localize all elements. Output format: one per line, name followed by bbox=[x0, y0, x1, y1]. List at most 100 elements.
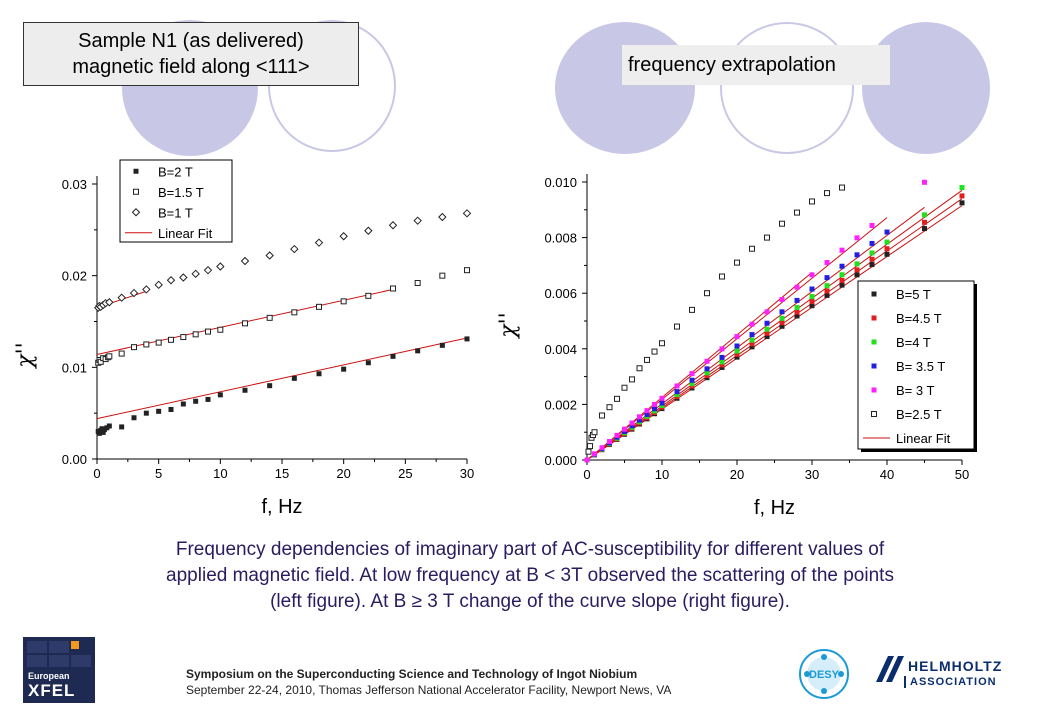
data-point bbox=[764, 234, 770, 241]
data-point bbox=[839, 247, 845, 253]
data-point bbox=[779, 315, 785, 321]
data-point bbox=[779, 309, 785, 315]
data-point bbox=[585, 448, 592, 455]
data-point bbox=[216, 262, 225, 271]
data-point bbox=[622, 426, 627, 432]
fit-line bbox=[96, 337, 468, 420]
data-point bbox=[794, 313, 800, 319]
data-point bbox=[719, 362, 725, 368]
legend-marker bbox=[871, 411, 877, 417]
data-point bbox=[854, 252, 860, 258]
x-axis-label: f, Hz bbox=[261, 496, 302, 518]
slide-title-left: Sample N1 (as delivered) magnetic field … bbox=[23, 22, 359, 86]
data-point bbox=[719, 273, 725, 280]
data-point bbox=[644, 356, 650, 363]
x-tick-label: 20 bbox=[336, 466, 350, 481]
x-tick-label: 0 bbox=[93, 466, 100, 481]
data-point bbox=[839, 272, 845, 278]
x-tick-label: 15 bbox=[275, 466, 289, 481]
data-point bbox=[824, 288, 830, 294]
data-point bbox=[809, 299, 815, 305]
data-point bbox=[156, 408, 162, 414]
data-point bbox=[240, 256, 250, 266]
data-point bbox=[749, 341, 755, 347]
data-point bbox=[824, 283, 830, 289]
data-point bbox=[809, 303, 815, 309]
data-point bbox=[854, 261, 860, 267]
slide-title-right: frequency extrapolation bbox=[622, 45, 890, 85]
helmholtz-sub-label: ASSOCIATION bbox=[904, 676, 997, 688]
data-point bbox=[659, 395, 665, 401]
y-axis-label: χ'' bbox=[13, 342, 38, 369]
data-point bbox=[154, 280, 163, 290]
data-point bbox=[869, 256, 875, 262]
data-point bbox=[217, 326, 224, 333]
legend-label: B=1 T bbox=[158, 205, 193, 220]
data-point bbox=[854, 272, 860, 278]
y-tick-label: 0.010 bbox=[544, 175, 577, 190]
data-point bbox=[779, 320, 785, 326]
y-tick-label: 0.004 bbox=[544, 342, 577, 357]
legend-label: B=2 T bbox=[158, 164, 193, 179]
legend-marker bbox=[871, 363, 877, 369]
footer-line: Symposium on the Superconducting Science… bbox=[186, 667, 638, 681]
legend-marker bbox=[871, 315, 877, 321]
data-point bbox=[106, 423, 112, 429]
data-point bbox=[749, 332, 755, 338]
legend-marker bbox=[871, 291, 877, 297]
chart-left-plot: 0 5 10 15 20 25 30 0.00 0.01 0.02 0.03 f, Hz χ'' B=2 … bbox=[13, 159, 474, 518]
data-point bbox=[242, 387, 248, 393]
data-point bbox=[869, 250, 875, 256]
data-point bbox=[143, 410, 149, 416]
data-point bbox=[794, 284, 800, 290]
data-point bbox=[764, 334, 770, 340]
data-point bbox=[884, 239, 890, 245]
x-tick-label: 20 bbox=[730, 467, 744, 482]
data-point bbox=[839, 184, 845, 191]
data-point bbox=[193, 398, 199, 404]
data-point bbox=[884, 229, 890, 235]
data-point bbox=[749, 337, 755, 343]
data-point bbox=[922, 226, 927, 232]
data-point bbox=[143, 341, 150, 348]
data-point bbox=[659, 400, 665, 406]
data-point bbox=[291, 309, 298, 316]
data-point bbox=[607, 438, 612, 444]
x-tick-label: 5 bbox=[155, 466, 162, 481]
chart-right-plot: 0 10 20 30 40 50 0.000 0.002 0.004 0.006 0.008 0.01… bbox=[496, 174, 977, 519]
data-point bbox=[749, 344, 755, 350]
data-point bbox=[100, 429, 106, 435]
data-point bbox=[704, 370, 710, 376]
data-point bbox=[809, 272, 815, 278]
data-point bbox=[265, 251, 274, 260]
data-point bbox=[636, 365, 643, 372]
y-axis-label: χ'' bbox=[496, 312, 521, 339]
data-point bbox=[205, 396, 211, 402]
data-point bbox=[824, 275, 830, 281]
caption-line: (left figure). At B ≥ 3 T change of the … bbox=[270, 591, 790, 612]
data-point bbox=[869, 222, 875, 228]
helmholtz-logo: HELMHOLTZ ASSOCIATION bbox=[872, 650, 1012, 700]
decor-circle bbox=[555, 22, 695, 154]
data-point bbox=[614, 432, 620, 438]
legend-label: B= 3.5 T bbox=[896, 359, 945, 374]
data-point bbox=[651, 348, 658, 355]
legend-box bbox=[119, 159, 233, 243]
legend-marker bbox=[133, 168, 139, 174]
data-point bbox=[959, 200, 965, 206]
data-point bbox=[922, 179, 927, 185]
legend-marker bbox=[871, 387, 877, 393]
fit-line bbox=[586, 271, 813, 461]
data-point bbox=[809, 198, 815, 205]
data-point bbox=[794, 297, 800, 303]
data-point bbox=[629, 376, 635, 383]
data-point bbox=[824, 260, 830, 266]
x-tick-label: 30 bbox=[805, 467, 819, 482]
decor-circle bbox=[268, 20, 396, 152]
data-point bbox=[316, 303, 322, 310]
caption: Frequency dependencies of imaginary part… bbox=[40, 537, 1020, 615]
data-point bbox=[824, 190, 830, 197]
data-point bbox=[129, 288, 139, 298]
data-point bbox=[719, 359, 725, 365]
data-point bbox=[884, 246, 890, 252]
